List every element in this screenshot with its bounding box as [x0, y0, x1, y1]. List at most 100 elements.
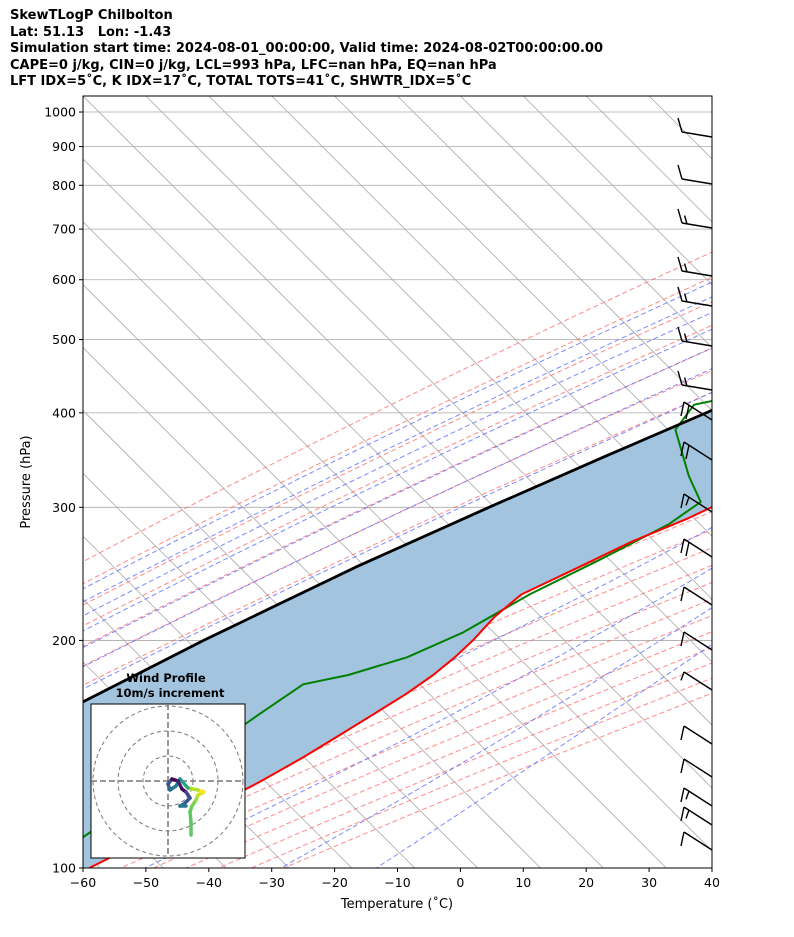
dry-adiabat — [251, 677, 712, 868]
barb-flag — [685, 790, 690, 800]
isotherm-line — [83, 347, 604, 868]
hodograph-segment — [178, 777, 190, 790]
wind-barb — [677, 117, 713, 138]
location-text: Lat: 51.13 Lon: -1.43 — [10, 24, 172, 40]
isotherm-line — [334, 96, 712, 474]
y-tick-label: 700 — [52, 222, 76, 237]
x-tick-label: 0 — [456, 875, 464, 890]
x-tick-label: −30 — [259, 875, 285, 890]
x-axis-label: Temperature (˚C) — [340, 896, 453, 912]
chart-title: SkewTLogP Chilbolton — [10, 8, 173, 23]
barb-flag — [680, 441, 685, 457]
wind-barb — [680, 831, 713, 851]
barb-flag — [680, 787, 685, 803]
wind-barb — [677, 286, 713, 307]
barb-staff — [683, 831, 713, 851]
barb-staff — [683, 631, 713, 651]
moist-adiabat — [83, 526, 712, 837]
barb-flag — [680, 806, 685, 822]
barb-flag — [680, 671, 685, 681]
wind-barb — [680, 631, 713, 651]
y-tick-label: 500 — [52, 332, 76, 347]
y-tick-label: 900 — [52, 139, 76, 154]
moist-adiabat — [83, 281, 712, 590]
moist-adiabat — [83, 368, 712, 668]
wind-barb — [680, 401, 713, 421]
dry-adiabat — [83, 529, 712, 809]
isotherm-line — [397, 96, 712, 412]
barb-flag — [680, 538, 685, 554]
hodograph-subtitle: 10m/s increment — [116, 686, 225, 700]
barb-flag — [685, 404, 690, 420]
barb-flag — [677, 286, 683, 302]
hodograph-title: Wind Profile — [126, 671, 206, 685]
barb-flag — [683, 263, 688, 273]
barb-flag — [680, 401, 685, 417]
wind-barb — [680, 671, 713, 691]
x-tick-label: 40 — [704, 875, 720, 890]
barb-flag — [685, 444, 690, 460]
wind-barb — [677, 256, 713, 277]
barb-flag — [680, 725, 685, 741]
barb-flag — [683, 293, 688, 303]
moist-adiabat — [83, 391, 712, 690]
x-tick-label: 20 — [578, 875, 594, 890]
isotherm-line — [145, 96, 712, 663]
indices-text-1: CAPE=0 j/kg, CIN=0 j/kg, LCL=993 hPa, LF… — [10, 57, 497, 73]
barb-staff — [683, 806, 713, 826]
wind-barb — [680, 538, 713, 558]
y-tick-label: 300 — [52, 500, 76, 515]
wind-barb — [680, 787, 713, 807]
barb-flag — [680, 586, 685, 602]
wind-barb — [680, 806, 713, 826]
wind-barb — [680, 586, 713, 606]
y-tick-label: 200 — [52, 633, 76, 648]
barb-flag — [677, 326, 683, 342]
isotherm-line — [83, 96, 712, 726]
isotherm-line — [460, 96, 712, 349]
barb-staff — [681, 131, 713, 138]
wind-barb — [677, 326, 713, 347]
series-layer — [83, 399, 712, 868]
barb-flag — [680, 493, 685, 509]
temperature-line — [88, 505, 712, 868]
barb-staff — [683, 671, 713, 691]
isotherm-line — [83, 284, 667, 868]
barb-staff — [683, 758, 713, 778]
wind-barb — [680, 758, 713, 778]
barb-flag — [685, 496, 690, 506]
time-text: Simulation start time: 2024-08-01_00:00:… — [10, 41, 603, 56]
barb-staff — [683, 787, 713, 807]
dry-adiabat — [83, 347, 712, 647]
isotherm-line — [711, 96, 712, 97]
moist-adiabat — [83, 328, 712, 632]
barb-staff — [681, 178, 713, 185]
barb-flag — [683, 215, 688, 225]
barb-flag — [680, 631, 685, 647]
x-tick-label: 30 — [641, 875, 657, 890]
wind-barb — [680, 493, 713, 513]
wind-barb — [677, 370, 713, 391]
barb-flag — [677, 370, 683, 386]
isotherm-line — [83, 221, 712, 852]
dry-adiabat — [83, 251, 712, 563]
wind-barbs — [677, 117, 713, 851]
wind-barb — [680, 725, 713, 745]
dry-adiabat — [283, 692, 712, 868]
x-tick-label: 10 — [515, 875, 531, 890]
x-tick-label: −20 — [321, 875, 347, 890]
moist-adiabat — [83, 347, 712, 649]
moist-adiabat — [83, 311, 712, 617]
barb-staff — [683, 725, 713, 745]
barb-flag — [683, 333, 688, 343]
barb-flag — [685, 541, 690, 557]
dry-adiabat — [83, 301, 712, 606]
isotherm-line — [775, 96, 794, 868]
hodograph-plot — [91, 704, 245, 858]
wind-barb — [680, 441, 713, 461]
parcel-line — [83, 408, 712, 704]
dewpoint-line — [83, 399, 712, 839]
barb-flag — [677, 256, 683, 272]
isotherm-line — [83, 472, 478, 868]
